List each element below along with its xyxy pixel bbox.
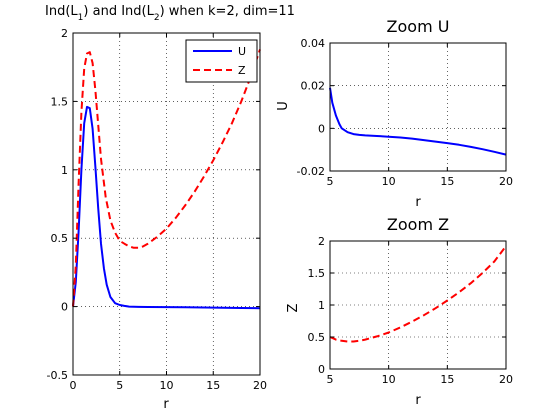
y-tick-label: -0.5 [47, 369, 68, 382]
y-tick-label: 1 [318, 299, 325, 312]
main-plot-area [73, 33, 260, 375]
y-tick-label: 0.5 [308, 331, 326, 344]
y-tick-label: 0.02 [301, 80, 326, 93]
y-tick-label: 1.5 [51, 95, 69, 108]
main-plot: 0 5 10 15 20-0.500.511.52 Ind(L1) and Ind(L2… [45, 4, 295, 412]
x-tick-label: 10 [382, 373, 396, 386]
x-tick-label: 15 [440, 373, 454, 386]
x-tick-label: 0 [70, 379, 77, 392]
zoom-u-plot: 5 10 15 20 -0.02 0 0.02 0.04 Zoom U r U [276, 17, 513, 210]
y-tick-label: 0 [318, 122, 325, 135]
x-tick-label: 15 [206, 379, 220, 392]
zoomU-plot-area [330, 43, 506, 171]
y-tick-label: 0.5 [51, 232, 69, 245]
zoom-z-ylabel: Z [286, 303, 301, 312]
legend-label-z: Z [238, 64, 246, 77]
x-tick-label: 5 [327, 175, 334, 188]
legend-label-u: U [238, 45, 246, 58]
x-tick-label: 20 [499, 373, 513, 386]
x-tick-label: 10 [160, 379, 174, 392]
y-tick-label: 1.5 [308, 267, 326, 280]
main-xlabel: r [163, 397, 169, 412]
y-tick-label: 1 [61, 164, 68, 177]
zoom-z-plot: 5 10 15 20 0 0.5 1 1.5 2 Zoom Z r Z [286, 215, 513, 408]
x-tick-label: 20 [253, 379, 267, 392]
y-tick-label: 0 [61, 301, 68, 314]
x-tick-label: 15 [440, 175, 454, 188]
zoom-u-title: Zoom U [387, 17, 450, 36]
zoomZ-series-0-line [329, 245, 507, 343]
x-tick-label: 20 [499, 175, 513, 188]
legend-box [185, 39, 258, 83]
x-tick-label: 5 [116, 379, 123, 392]
y-tick-label: -0.02 [297, 165, 325, 178]
zoom-z-title: Zoom Z [387, 215, 449, 234]
y-tick-label: 0 [318, 363, 325, 376]
x-tick-label: 5 [327, 373, 334, 386]
zoomU-axes-frame [329, 42, 507, 172]
main-series-z-line [72, 49, 261, 307]
y-tick-label: 0.04 [301, 37, 326, 50]
main-series-u-line [72, 105, 261, 310]
zoom-z-xlabel: r [415, 393, 421, 408]
y-tick-label: 2 [61, 27, 68, 40]
zoom-u-ylabel: U [276, 101, 291, 111]
main-title: Ind(L1) and Ind(L2) when k=2, dim=11 [45, 4, 295, 23]
y-tick-label: 2 [318, 235, 325, 248]
x-tick-label: 10 [382, 175, 396, 188]
zoom-u-xlabel: r [415, 195, 421, 210]
main-legend: U Z [185, 39, 258, 83]
zoomU-series-0-line [329, 87, 507, 156]
